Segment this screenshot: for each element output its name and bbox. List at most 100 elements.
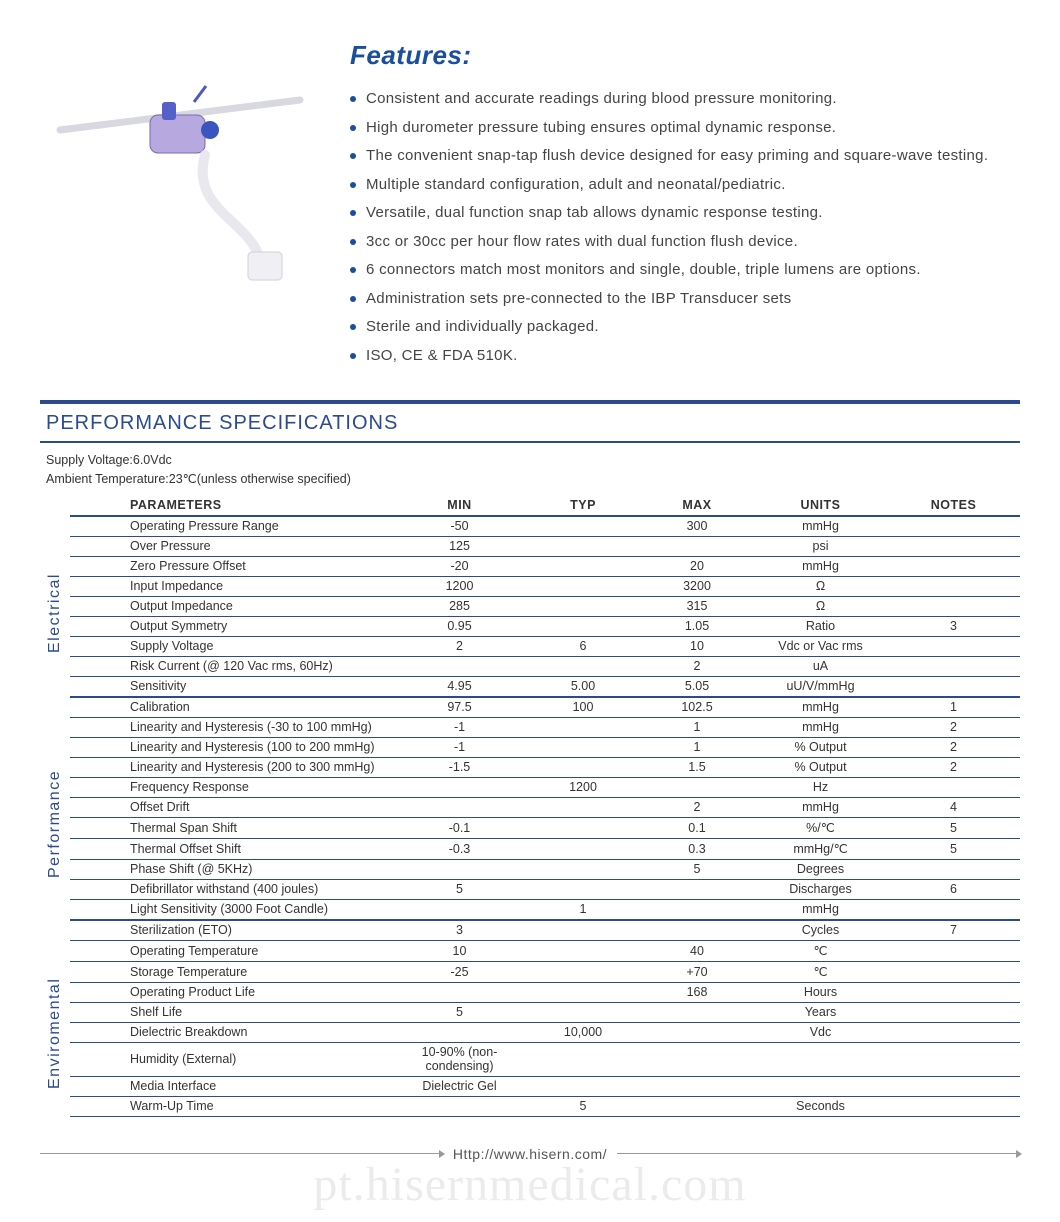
table-cell: Storage Temperature [70, 961, 393, 982]
table-cell: 1200 [393, 576, 526, 596]
table-cell: 10 [640, 636, 754, 656]
table-cell [754, 1076, 887, 1096]
table-cell [526, 879, 640, 899]
table-cell: 3 [393, 920, 526, 941]
table-cell: mmHg/℃ [754, 838, 887, 859]
spec-section: PERFORMANCE SPECIFICATIONS Supply Voltag… [40, 400, 1020, 1162]
table-row: Dielectric Breakdown10,000Vdc [70, 1022, 1020, 1042]
table-cell [887, 656, 1020, 676]
table-cell: 3 [887, 616, 1020, 636]
table-cell: 285 [393, 596, 526, 616]
table-cell [526, 940, 640, 961]
spec-title: PERFORMANCE SPECIFICATIONS [40, 408, 1020, 439]
table-cell [640, 1002, 754, 1022]
table-cell: 5 [887, 817, 1020, 838]
table-cell: 10-90% (non-condensing) [393, 1042, 526, 1076]
feature-item: Administration sets pre-connected to the… [350, 285, 1020, 314]
table-cell: Years [754, 1002, 887, 1022]
product-illustration-icon [50, 30, 310, 290]
table-cell: ℃ [754, 961, 887, 982]
footer: Http://www.hisern.com/ [40, 1146, 1020, 1162]
table-cell: 7 [887, 920, 1020, 941]
feature-item: Multiple standard configuration, adult a… [350, 171, 1020, 200]
table-cell: -20 [393, 556, 526, 576]
table-cell: Over Pressure [70, 536, 393, 556]
table-cell: uU/V/mmHg [754, 676, 887, 697]
table-cell [526, 596, 640, 616]
table-cell [640, 879, 754, 899]
table-cell [887, 1022, 1020, 1042]
table-cell: -50 [393, 516, 526, 537]
table-cell: 97.5 [393, 697, 526, 718]
table-cell: -0.1 [393, 817, 526, 838]
table-cell: 1 [887, 697, 1020, 718]
table-cell: 1 [640, 717, 754, 737]
table-row: Shelf Life5 Years [70, 1002, 1020, 1022]
table-cell: Thermal Offset Shift [70, 838, 393, 859]
table-cell: 1.05 [640, 616, 754, 636]
table-cell [887, 676, 1020, 697]
table-row: Warm-Up Time5Seconds [70, 1096, 1020, 1116]
table-cell: Cycles [754, 920, 887, 941]
table-header-cell: TYP [526, 495, 640, 516]
table-cell: 6 [526, 636, 640, 656]
table-cell: psi [754, 536, 887, 556]
table-cell [526, 1076, 640, 1096]
table-cell: mmHg [754, 516, 887, 537]
table-cell: Defibrillator withstand (400 joules) [70, 879, 393, 899]
table-cell: 5 [393, 1002, 526, 1022]
table-cell: Linearity and Hysteresis (100 to 200 mmH… [70, 737, 393, 757]
table-cell [887, 516, 1020, 537]
section-label: Enviromental [40, 939, 70, 1128]
table-cell: 102.5 [640, 697, 754, 718]
table-cell [640, 1096, 754, 1116]
table-cell: mmHg [754, 556, 887, 576]
table-cell: -0.3 [393, 838, 526, 859]
table-cell: 168 [640, 982, 754, 1002]
table-cell: Phase Shift (@ 5KHz) [70, 859, 393, 879]
table-cell [526, 516, 640, 537]
table-cell: 5.00 [526, 676, 640, 697]
table-cell: 1.5 [640, 757, 754, 777]
feature-item: The convenient snap-tap flush device des… [350, 142, 1020, 171]
table-cell: % Output [754, 757, 887, 777]
features-block: Features: Consistent and accurate readin… [350, 20, 1020, 370]
features-list: Consistent and accurate readings during … [350, 85, 1020, 370]
table-cell: Shelf Life [70, 1002, 393, 1022]
table-cell: mmHg [754, 899, 887, 920]
table-row: Operating Pressure Range-50300mmHg [70, 516, 1020, 537]
footer-dash-left [40, 1153, 443, 1154]
table-cell: -1 [393, 717, 526, 737]
table-cell: 0.3 [640, 838, 754, 859]
table-cell: 2 [640, 797, 754, 817]
table-cell: 2 [887, 737, 1020, 757]
table-row: Media InterfaceDielectric Gel [70, 1076, 1020, 1096]
table-cell [640, 1076, 754, 1096]
table-cell: mmHg [754, 697, 887, 718]
table-cell: mmHg [754, 717, 887, 737]
table-cell [526, 859, 640, 879]
table-cell: Input Impedance [70, 576, 393, 596]
feature-item: Versatile, dual function snap tab allows… [350, 199, 1020, 228]
table-cell: Output Symmetry [70, 616, 393, 636]
table-cell: Vdc or Vac rms [754, 636, 887, 656]
table-cell: 5 [887, 838, 1020, 859]
table-cell: 4.95 [393, 676, 526, 697]
table-cell [393, 797, 526, 817]
table-cell: Operating Product Life [70, 982, 393, 1002]
table-row: Zero Pressure Offset-2020mmHg [70, 556, 1020, 576]
table-row: Over Pressure125psi [70, 536, 1020, 556]
table-cell: -1.5 [393, 757, 526, 777]
feature-item: 6 connectors match most monitors and sin… [350, 256, 1020, 285]
table-header-cell: UNITS [754, 495, 887, 516]
table-cell: Media Interface [70, 1076, 393, 1096]
table-cell [887, 1096, 1020, 1116]
table-cell: %/℃ [754, 817, 887, 838]
table-row: Thermal Offset Shift-0.3 0.3mmHg/℃5 [70, 838, 1020, 859]
table-cell: 1 [640, 737, 754, 757]
table-cell: 0.95 [393, 616, 526, 636]
table-row: Linearity and Hysteresis (-30 to 100 mmH… [70, 717, 1020, 737]
table-cell [754, 1042, 887, 1076]
table-cell: Light Sensitivity (3000 Foot Candle) [70, 899, 393, 920]
feature-item: High durometer pressure tubing ensures o… [350, 114, 1020, 143]
